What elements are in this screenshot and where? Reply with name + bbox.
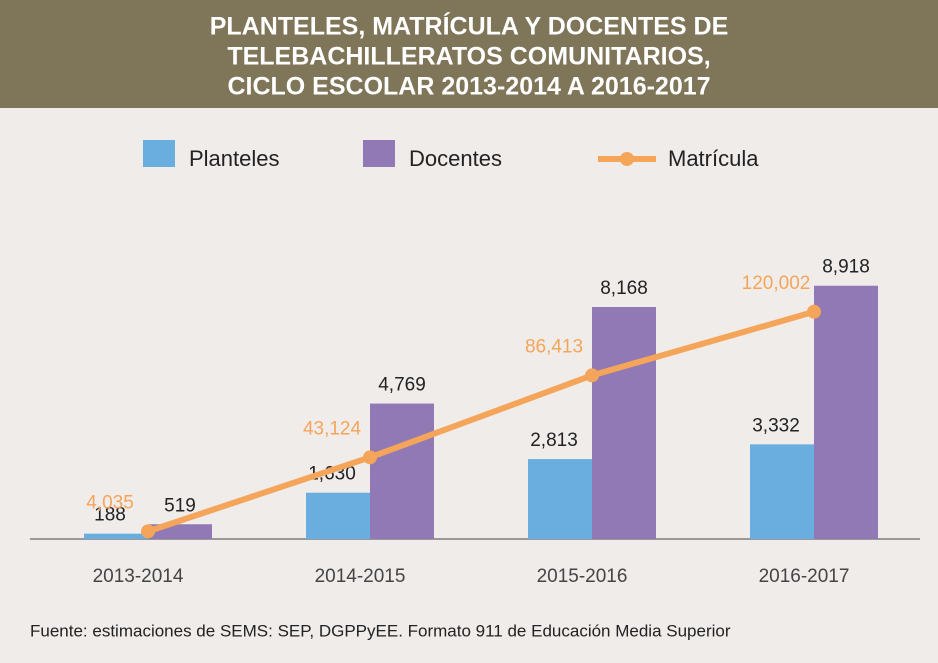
chart-title: TELEBACHILLERATOS COMUNITARIOS, [227, 43, 710, 71]
bar [370, 403, 434, 539]
data-label: 3,332 [752, 415, 800, 436]
header-band [0, 0, 938, 108]
x-tick-label: 2015-2016 [537, 566, 628, 587]
line [147, 308, 815, 535]
bar [306, 492, 370, 539]
legend-label: Planteles [189, 146, 280, 171]
x-tick-label: 2013-2014 [93, 566, 184, 587]
x-tick-label: 2014-2015 [315, 566, 406, 587]
source-note: Fuente: estimaciones de SEMS: SEP, DGPPy… [30, 621, 731, 640]
data-label: 4,035 [86, 492, 134, 513]
data-label: 8,918 [822, 257, 870, 278]
legend-swatch [363, 140, 395, 167]
data-label: 43,124 [303, 418, 362, 439]
chart-title: PLANTELES, MATRÍCULA Y DOCENTES DE [210, 12, 729, 41]
bar [528, 459, 592, 539]
data-label: 8,168 [600, 278, 648, 299]
bar [84, 533, 148, 539]
data-label: 188 [94, 505, 126, 526]
bar [814, 285, 878, 539]
bar [750, 444, 814, 539]
data-label: 519 [164, 495, 196, 516]
data-label: 86,413 [525, 336, 583, 357]
legend-label: Docentes [409, 146, 502, 171]
chart-title: CICLO ESCOLAR 2013-2014 A 2016-2017 [227, 73, 710, 101]
bar [592, 307, 656, 539]
line-point [141, 524, 155, 539]
data-label: 2,813 [530, 430, 578, 451]
legend-swatch [620, 152, 634, 166]
legend-swatch [143, 140, 175, 167]
x-tick-label: 2016-2017 [759, 566, 850, 587]
line-point [807, 304, 821, 319]
line-point [585, 368, 599, 383]
data-label: 120,002 [742, 273, 811, 294]
legend-label: Matrícula [668, 146, 759, 171]
data-label: 4,769 [378, 375, 426, 396]
line-point [363, 450, 377, 465]
